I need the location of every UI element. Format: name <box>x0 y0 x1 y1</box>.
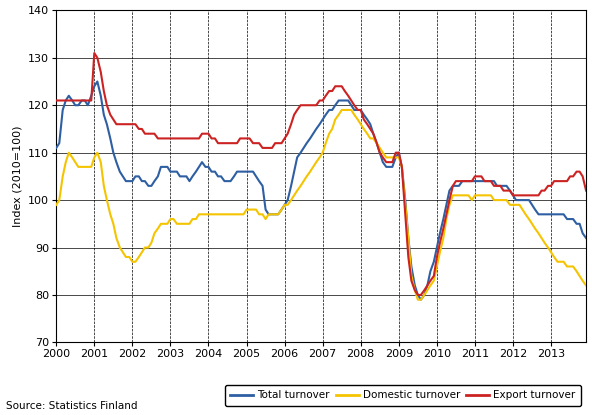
Y-axis label: Index (2010=100): Index (2010=100) <box>12 126 22 227</box>
Legend: Total turnover, Domestic turnover, Export turnover: Total turnover, Domestic turnover, Expor… <box>224 385 581 405</box>
Text: Source: Statistics Finland: Source: Statistics Finland <box>6 401 137 411</box>
